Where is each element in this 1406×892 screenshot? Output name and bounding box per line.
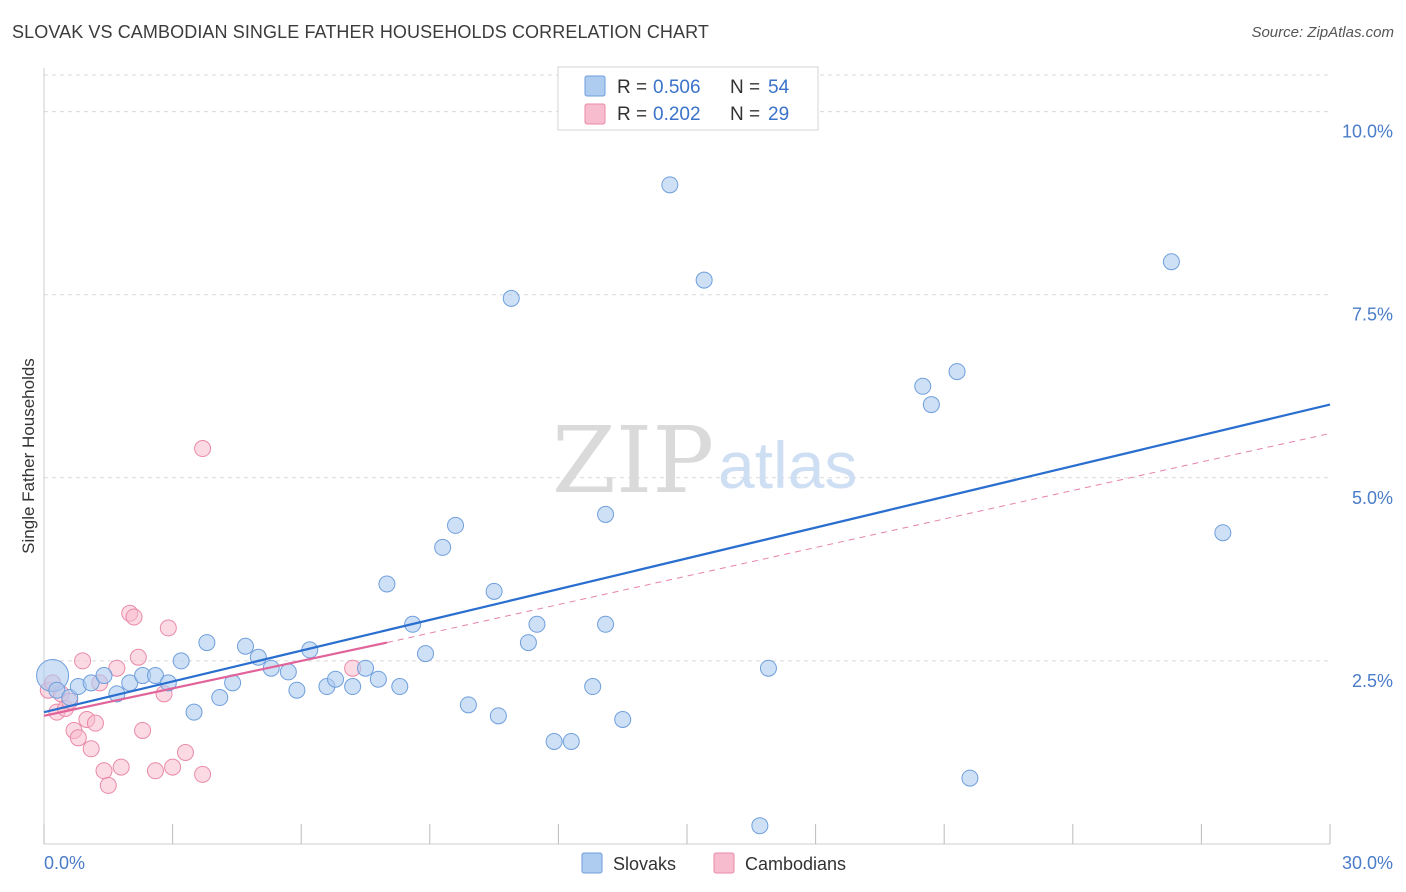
x-tick-label-max: 30.0% [1342,853,1393,873]
slovak-point [344,678,362,696]
legend-swatch-slovaks [581,852,603,874]
slovak-point [185,703,203,721]
slovak-point [485,582,503,600]
cambodian-point [95,762,113,780]
series-legend: Slovaks Cambodians [581,852,846,874]
slovak-point [922,396,940,414]
slovak-point [489,707,507,725]
slovak-point [1162,253,1180,271]
legend-label-slovaks: Slovaks [613,854,676,874]
slovak-point [614,710,632,728]
slovak-point [211,689,229,707]
y-tick-label: 5.0% [1352,488,1393,508]
cambodian-point [146,762,164,780]
slovak-point [459,696,477,714]
slovak-point [198,634,216,652]
cambodian-trend-line-extended [386,433,1329,644]
slovak-point [391,678,409,696]
slovak-point [1214,524,1232,542]
cambodian-point [69,729,87,747]
slovak-point [95,667,113,685]
y-tick-labels: 2.5% 5.0% 7.5% 10.0% [1342,122,1393,691]
cambodian-point [159,619,177,637]
cambodian-point [129,648,147,666]
slovak-point [914,377,932,395]
trend-lines [43,403,1331,717]
y-tick-label: 7.5% [1352,305,1393,325]
cambodian-point [112,758,130,776]
slovak-point [236,637,254,655]
slovak-point [545,732,563,750]
slovak-point [378,575,396,593]
legend-n-value: 54 [768,77,790,98]
slovak-point [417,645,435,663]
slovak-point [961,769,979,787]
cambodian-point [82,740,100,758]
watermark-atlas: atlas [718,428,857,502]
slovak-point [751,817,769,835]
slovak-point [369,670,387,688]
legend-r-value: 0.202 [653,104,701,125]
x-axis-ticks [43,824,1331,844]
y-tick-label: 2.5% [1352,671,1393,691]
y-tick-label: 10.0% [1342,122,1393,142]
cambodian-point [164,758,182,776]
correlation-legend: R = 0.506 N = 54 R = 0.202 N = 29 [557,66,819,131]
legend-r-label: R = [617,77,647,98]
slovak-point [661,176,679,194]
watermark-zip: ZIP [552,407,714,514]
watermark: ZIP atlas [552,407,857,514]
slovak-point [584,678,602,696]
cambodian-point [125,608,143,626]
source-label: Source: ZipAtlas.com [1251,24,1394,41]
cambodian-points [39,440,362,794]
cambodian-point [194,765,212,783]
cambodian-point [134,721,152,739]
legend-n-label: N = [730,77,760,98]
legend-swatch-cambodian [584,103,606,125]
gridlines [44,74,1330,662]
slovak-point [528,615,546,633]
slovak-point [502,289,520,307]
cambodian-point [86,714,104,732]
y-axis-title: Single Father Households [19,358,38,554]
x-tick-label-min: 0.0% [44,853,85,873]
cambodian-point [108,659,126,677]
cambodian-point [176,743,194,761]
slovak-point [434,538,452,556]
legend-label-cambodians: Cambodians [745,854,846,874]
slovak-point [597,505,615,523]
slovak-point [82,674,100,692]
slovak-point [759,659,777,677]
cambodian-trend-line [43,641,388,717]
cambodian-point [74,652,92,670]
slovak-point [562,732,580,750]
slovak-point [357,659,374,677]
chart-title: SLOVAK VS CAMBODIAN SINGLE FATHER HOUSEH… [12,22,710,42]
slovak-point [519,634,537,652]
slovak-point [447,516,465,534]
legend-swatch-cambodians [713,852,735,874]
slovak-point [326,670,344,688]
legend-r-label: R = [617,104,647,125]
slovak-point [48,681,66,699]
slovak-point [146,667,164,685]
cambodian-point [194,440,212,458]
slovak-point [948,363,966,381]
slovak-point [695,271,713,289]
legend-n-value: 29 [768,104,789,125]
slovak-point [597,615,615,633]
slovak-point [279,663,297,681]
slovak-trend-line [43,403,1331,714]
slovak-point [172,652,190,670]
slovak-point [288,681,306,699]
slovak-points [36,176,1232,835]
legend-n-label: N = [730,104,760,125]
legend-r-value: 0.506 [653,77,701,98]
cambodian-point [99,776,117,794]
legend-swatch-slovak [584,75,606,97]
